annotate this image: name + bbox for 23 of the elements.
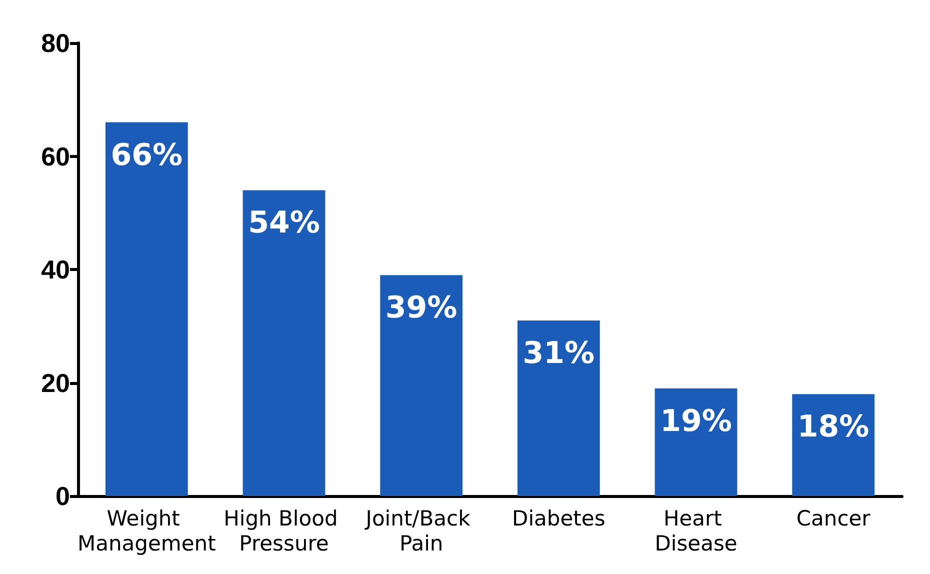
y-tick-label: 0 — [56, 481, 70, 511]
bar — [517, 320, 600, 496]
data-label: 54% — [248, 206, 320, 241]
y-tick-label: 60 — [41, 141, 70, 172]
y-tick-label: 40 — [41, 254, 70, 284]
data-label: 66% — [110, 138, 183, 173]
data-label: 39% — [385, 290, 458, 326]
bar — [380, 275, 463, 496]
x-tick-label: Weight Management — [77, 506, 216, 556]
data-label: 18% — [797, 410, 870, 445]
x-tick-label: Heart Disease — [654, 506, 738, 556]
x-tick-label: Joint/Back Pain — [364, 506, 477, 556]
data-label: 31% — [522, 336, 595, 371]
y-tick-label: 20 — [41, 368, 70, 398]
bar — [105, 122, 188, 496]
data-label: 19% — [660, 404, 732, 439]
x-tick-label: Diabetes — [512, 506, 606, 530]
y-tick-label: 80 — [41, 28, 70, 58]
x-tick-label: Cancer — [796, 506, 871, 530]
bar — [242, 190, 326, 496]
bar — [792, 394, 875, 496]
x-tick-label: High Blood Pressure — [224, 506, 344, 556]
bar — [654, 388, 738, 496]
